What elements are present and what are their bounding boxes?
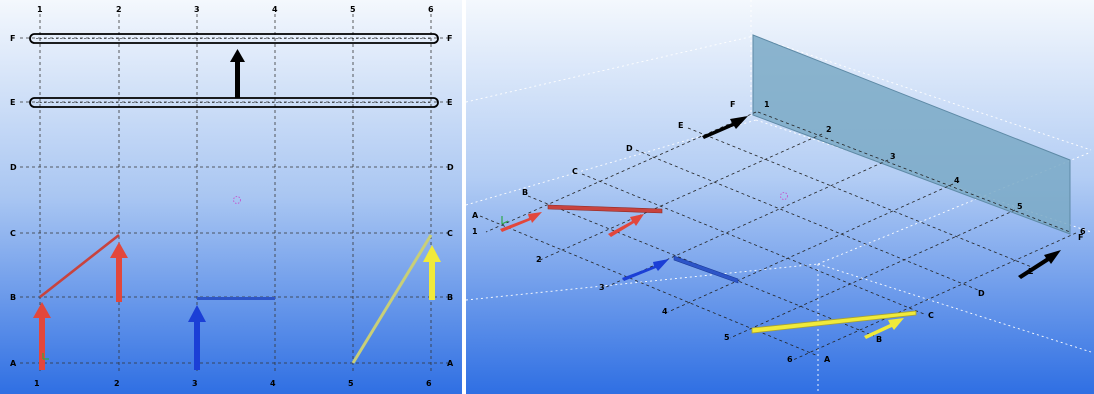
3d-grid bbox=[479, 111, 1077, 361]
plan-background bbox=[0, 0, 462, 394]
plan-top-column-labels: 1 2 3 4 5 6 bbox=[37, 5, 434, 14]
plan-left-row-labels: A B C D E F bbox=[10, 34, 17, 368]
plan-col-label-bottom: 3 bbox=[192, 379, 198, 388]
3d-view: 1 2 3 4 5 6 1 2 3 4 5 6 F E D C B A F E … bbox=[466, 0, 1094, 394]
plan-col-label-bottom: 6 bbox=[426, 379, 432, 388]
beam-row-E[interactable] bbox=[29, 97, 439, 108]
red-arrow-2 bbox=[110, 242, 128, 302]
3d-number-label-end: 2 bbox=[536, 255, 542, 264]
3d-number-label-end: 4 bbox=[662, 307, 668, 316]
yellow-arrow bbox=[423, 245, 441, 300]
plan-row-label-left: B bbox=[10, 293, 16, 302]
plan-row-label-left: C bbox=[10, 229, 16, 238]
plan-col-label-top: 4 bbox=[272, 5, 278, 14]
blue-member[interactable] bbox=[673, 255, 739, 284]
plan-row-label-left: A bbox=[10, 359, 17, 368]
plan-bottom-column-labels: 1 2 3 4 5 6 bbox=[34, 379, 432, 388]
panel-divider bbox=[462, 0, 466, 394]
3d-grid-line-E bbox=[687, 127, 1035, 269]
plan-row-label-right: A bbox=[447, 359, 454, 368]
3d-grid-line-C bbox=[581, 173, 925, 315]
coordinate-axes-icon bbox=[42, 353, 49, 360]
plan-col-label-bottom: 2 bbox=[114, 379, 120, 388]
plan-col-label-bottom: 5 bbox=[348, 379, 354, 388]
3d-letter-label-end: B bbox=[876, 335, 882, 344]
plan-col-label-top: 3 bbox=[194, 5, 200, 14]
black-arrow bbox=[230, 49, 245, 98]
3d-grid-line-F bbox=[757, 111, 1071, 233]
black-arrow-2 bbox=[1018, 250, 1061, 279]
red-arrow-1 bbox=[500, 212, 542, 232]
plan-col-label-top: 5 bbox=[350, 5, 356, 14]
3d-grid-line-1 bbox=[485, 111, 757, 233]
plan-view-panel: 1 2 3 4 5 6 1 2 3 4 5 6 A B C D E F A B bbox=[0, 0, 462, 394]
plan-row-label-right: D bbox=[447, 163, 454, 172]
3d-letter-label-end: C bbox=[928, 311, 934, 320]
plan-col-label-top: 1 bbox=[37, 5, 43, 14]
plan-row-label-right: F bbox=[447, 34, 452, 43]
3d-grid-line-3 bbox=[603, 159, 889, 289]
3d-letter-label-end: A bbox=[824, 355, 831, 364]
black-arrow-1 bbox=[702, 116, 748, 139]
plan-row-label-right: E bbox=[447, 98, 452, 107]
red-member[interactable] bbox=[547, 204, 663, 214]
red-member[interactable] bbox=[39, 233, 120, 299]
plan-col-label-top: 2 bbox=[116, 5, 122, 14]
red-arrow-2 bbox=[608, 214, 644, 237]
3d-letter-label: F bbox=[730, 100, 735, 109]
origin-marker-icon bbox=[780, 192, 788, 200]
3d-number-labels: 1 2 3 4 5 6 1 2 3 4 5 6 bbox=[472, 100, 1086, 364]
red-arrow-1 bbox=[33, 302, 51, 370]
3d-number-label-end: 6 bbox=[787, 355, 793, 364]
3d-number-label-end: 3 bbox=[599, 283, 605, 292]
3d-number-label: 2 bbox=[826, 125, 832, 134]
3d-grid-line-A bbox=[479, 215, 819, 357]
3d-number-label-end: 1 bbox=[472, 227, 478, 236]
3d-letter-label-end: D bbox=[978, 289, 985, 298]
wall-panel[interactable] bbox=[752, 34, 1071, 235]
plan-row-label-right: B bbox=[447, 293, 453, 302]
3d-number-label: 4 bbox=[954, 176, 960, 185]
plan-row-label-left: F bbox=[10, 34, 15, 43]
blue-arrow bbox=[188, 305, 206, 370]
plan-col-label-bottom: 1 bbox=[34, 379, 40, 388]
3d-letter-label: C bbox=[572, 167, 578, 176]
3d-number-label: 1 bbox=[764, 100, 770, 109]
3d-number-label: 5 bbox=[1017, 202, 1023, 211]
plan-row-label-left: E bbox=[10, 98, 15, 107]
plan-col-label-top: 6 bbox=[428, 5, 434, 14]
3d-number-label: 3 bbox=[890, 152, 896, 161]
coordinate-axes-icon bbox=[501, 216, 509, 225]
3d-number-label: 6 bbox=[1080, 227, 1086, 236]
blue-arrow bbox=[622, 259, 669, 281]
3d-grid-line-4 bbox=[667, 183, 954, 313]
plan-right-row-labels: A B C D E F bbox=[447, 34, 454, 368]
3d-letter-label: A bbox=[472, 211, 479, 220]
yellow-member[interactable] bbox=[751, 310, 917, 334]
3d-grid-line-5 bbox=[729, 209, 1016, 339]
plan-grid bbox=[20, 14, 448, 372]
3d-grid-line-6 bbox=[792, 232, 1077, 361]
yellow-member[interactable] bbox=[351, 234, 433, 364]
beam-row-F[interactable] bbox=[29, 33, 439, 44]
plan-view: 1 2 3 4 5 6 1 2 3 4 5 6 A B C D E F A B bbox=[0, 0, 462, 394]
3d-letter-label-end: F bbox=[1078, 233, 1083, 242]
plan-col-label-bottom: 4 bbox=[270, 379, 276, 388]
yellow-arrow bbox=[864, 318, 904, 339]
3d-grid-line-D bbox=[635, 149, 979, 291]
3d-letter-label: B bbox=[522, 188, 528, 197]
origin-marker-icon bbox=[233, 196, 241, 204]
plan-row-label-right: C bbox=[447, 229, 453, 238]
3d-number-label-end: 5 bbox=[724, 333, 730, 342]
3d-letter-label: D bbox=[626, 144, 633, 153]
3d-letter-label: E bbox=[678, 121, 683, 130]
3d-view-panel: 1 2 3 4 5 6 1 2 3 4 5 6 F E D C B A F E … bbox=[466, 0, 1094, 394]
plan-row-label-left: D bbox=[10, 163, 17, 172]
